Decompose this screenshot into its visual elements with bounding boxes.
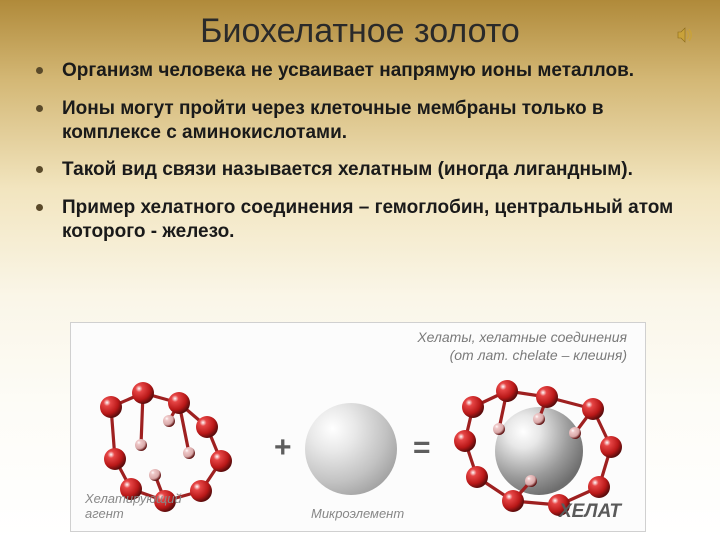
micro-label: Микроэлемент bbox=[311, 506, 404, 521]
page-title: Биохелатное золото bbox=[0, 0, 720, 59]
diagram-caption: Хелаты, хелатные соединения (от лат. che… bbox=[417, 329, 627, 364]
caption-line: (от лат. chelate – клешня) bbox=[450, 347, 627, 363]
label-text: Хелатирующий bbox=[85, 491, 182, 506]
microelement-sphere bbox=[305, 403, 397, 495]
agent-label: Хелатирующий агент bbox=[85, 491, 182, 521]
bullet-icon bbox=[36, 67, 43, 74]
sound-icon bbox=[676, 26, 694, 44]
bullet-text: Такой вид связи называется хелатным (ино… bbox=[62, 159, 633, 180]
bullet-icon bbox=[36, 204, 43, 211]
plus-icon: + bbox=[274, 431, 292, 465]
bullet-text: Ионы могут пройти через клеточные мембра… bbox=[62, 98, 604, 143]
chelate-label: ХЕЛАТ bbox=[559, 501, 621, 523]
bullet-icon bbox=[36, 105, 43, 112]
label-text: агент bbox=[85, 506, 124, 521]
list-item: Пример хелатного соединения – гемоглобин… bbox=[56, 196, 692, 244]
bullet-icon bbox=[36, 166, 43, 173]
list-item: Ионы могут пройти через клеточные мембра… bbox=[56, 97, 692, 145]
bullet-text: Организм человека не усваивает напрямую … bbox=[62, 60, 634, 81]
list-item: Такой вид связи называется хелатным (ино… bbox=[56, 158, 692, 182]
list-item: Организм человека не усваивает напрямую … bbox=[56, 59, 692, 83]
chelate-molecule bbox=[443, 367, 633, 517]
caption-line: Хелаты, хелатные соединения bbox=[417, 329, 627, 345]
chelate-diagram: Хелаты, хелатные соединения (от лат. che… bbox=[70, 322, 646, 532]
bullet-list: Организм человека не усваивает напрямую … bbox=[0, 59, 720, 244]
bullet-text: Пример хелатного соединения – гемоглобин… bbox=[62, 197, 673, 242]
equals-icon: = bbox=[413, 431, 431, 465]
